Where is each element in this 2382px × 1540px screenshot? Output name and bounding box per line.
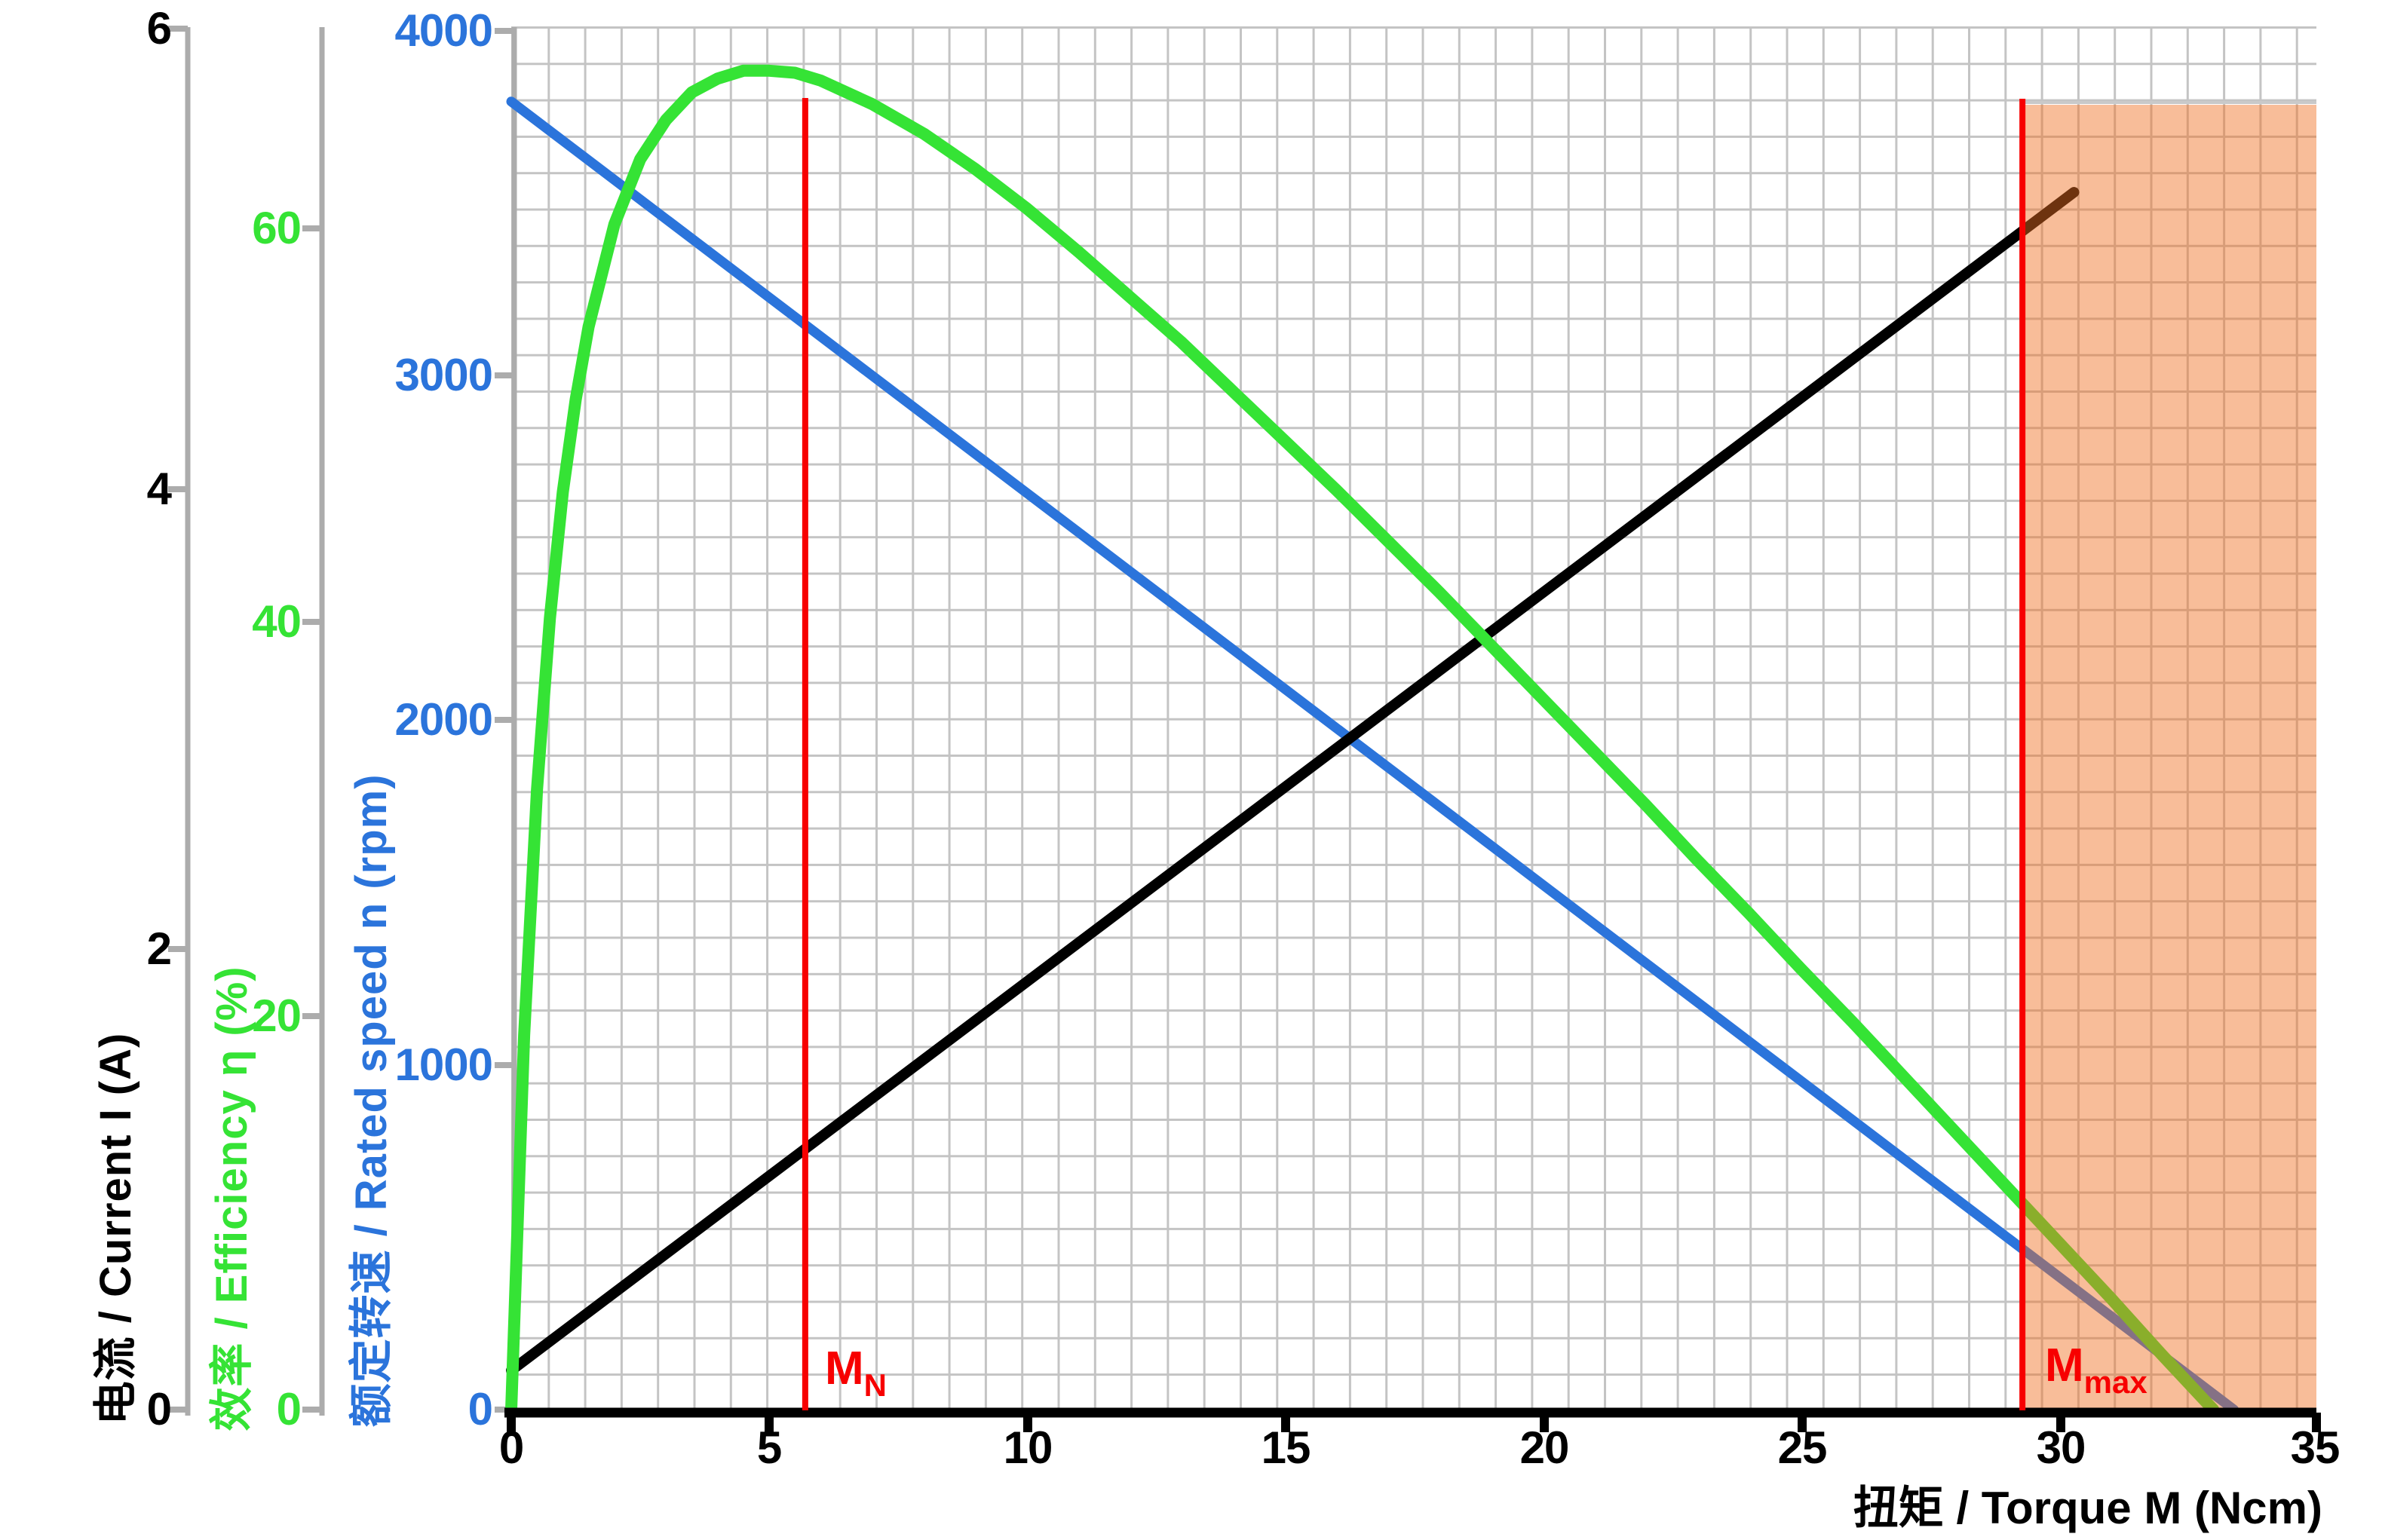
torque-tick-35: 35 — [2290, 1422, 2341, 1473]
torque-tick-20: 20 — [1519, 1422, 1570, 1473]
restricted-region — [2022, 105, 2316, 1410]
rated-torque-label: MN — [825, 1345, 887, 1410]
speed-curve — [506, 96, 2239, 1415]
x-axis-ticks — [507, 1413, 2321, 1432]
current-curve — [506, 187, 2080, 1376]
torque-tick-15: 15 — [1261, 1422, 1311, 1473]
current-axis-title: 电流 / Current I (A) — [91, 1032, 140, 1425]
speed-tick-0: 0 — [468, 1384, 493, 1434]
speed-tick-1000: 1000 — [394, 1039, 493, 1090]
current-tick-2: 2 — [146, 923, 172, 974]
efficiency-tick-0: 0 — [276, 1384, 302, 1434]
speed-axis-title: 额定转速 / Rated speed n (rpm) — [347, 773, 396, 1428]
grid — [511, 26, 2316, 1410]
speed-tick-3000: 3000 — [394, 350, 493, 400]
speed-tick-2000: 2000 — [394, 694, 493, 745]
speed-tick-4000: 4000 — [394, 5, 493, 56]
efficiency-tick-60: 60 — [252, 203, 302, 253]
current-axis-ticks — [168, 26, 188, 1413]
efficiency-tick-40: 40 — [252, 596, 302, 647]
current-tick-6: 6 — [146, 3, 172, 54]
speed-axis-ticks — [495, 28, 514, 1413]
current-tick-4: 4 — [146, 464, 172, 514]
torque-tick-25: 25 — [1777, 1422, 1828, 1473]
torque-axis-title: 扭矩 / Torque M (Ncm) — [1853, 1483, 2322, 1533]
efficiency-axis-title: 效率 / Efficiency η (%) — [207, 966, 256, 1431]
efficiency-curve — [505, 64, 2220, 1416]
torque-tick-0: 0 — [498, 1422, 524, 1473]
torque-tick-30: 30 — [2036, 1422, 2086, 1473]
efficiency-axis-ticks — [302, 225, 322, 1413]
max-torque-label: Mmax — [2045, 1342, 2147, 1407]
max-torque-label-base: M — [2045, 1339, 2084, 1392]
torque-tick-10: 10 — [1003, 1422, 1053, 1473]
rated-torque-label-sub: N — [863, 1367, 887, 1403]
max-torque-label-sub: max — [2083, 1364, 2147, 1400]
efficiency-tick-20: 20 — [252, 990, 302, 1041]
rated-torque-label-base: M — [825, 1343, 864, 1395]
current-tick-0: 0 — [146, 1384, 172, 1434]
torque-tick-5: 5 — [756, 1422, 782, 1473]
